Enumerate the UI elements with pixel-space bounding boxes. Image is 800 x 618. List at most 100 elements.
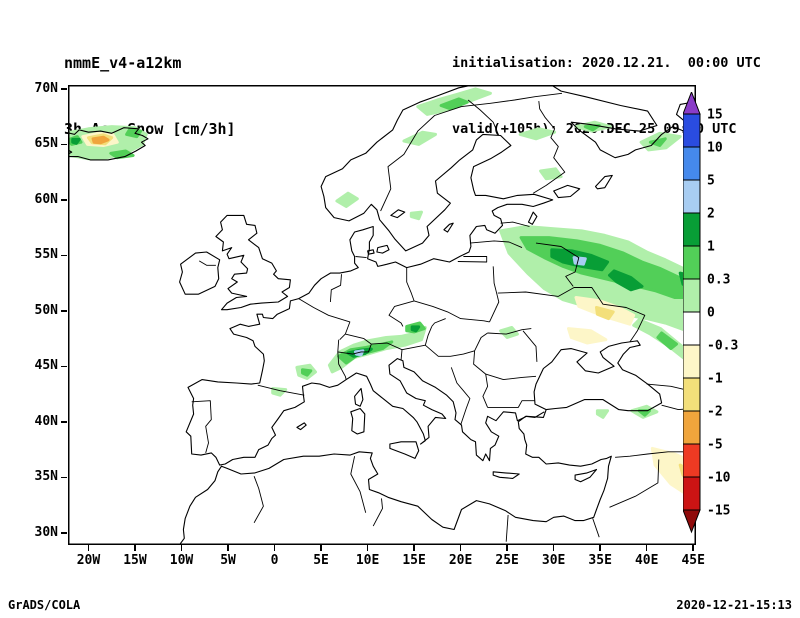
snow-region-south-norway-light (335, 191, 359, 208)
country-borders (191, 92, 696, 542)
grads-credit: GrADS/COLA (8, 598, 81, 612)
coastline (443, 222, 454, 233)
coastline (527, 211, 538, 225)
colorbar-label: -2 (707, 405, 723, 420)
coastline (215, 214, 291, 311)
country-border (406, 267, 415, 302)
snow-region-east-blue-speck (572, 256, 587, 266)
europe-map (68, 85, 696, 545)
lat-tick (61, 365, 67, 368)
country-border (431, 318, 446, 327)
colorbar-label: -5 (707, 438, 723, 453)
lon-tick (552, 545, 555, 551)
country-border (345, 333, 403, 360)
country-border (487, 400, 535, 408)
colorbar-label: 1 (707, 240, 715, 255)
snow-region-massif-central-mid (301, 368, 313, 377)
country-border (198, 260, 216, 266)
coastline (68, 127, 149, 161)
country-border (469, 240, 523, 249)
country-border (298, 298, 351, 341)
snow-region-ukraine-yellow (595, 306, 615, 321)
colorbar-segment (683, 113, 701, 148)
country-border (532, 101, 566, 194)
snow-region-anatolia-speck (595, 409, 610, 419)
lon-tick-label: 30E (541, 553, 566, 568)
colorbar-segment (683, 377, 701, 412)
colorbar: 15 10 5 2 1 0.3 0 -0.3 -1 -2 -5 -10 -15 (683, 92, 738, 534)
lon-tick-label: 10W (169, 553, 194, 568)
colorbar-label: 10 (707, 141, 723, 156)
snow-region-east-dark-2 (608, 269, 644, 292)
lon-tick (692, 545, 694, 551)
colorbar-label: -15 (707, 504, 730, 519)
colorbar-arrow-top (683, 92, 701, 115)
lon-tick-label: 10E (355, 553, 380, 568)
coastline (179, 251, 221, 295)
lat-tick-label: 45N (34, 358, 58, 374)
snow-region-karelia-speck (539, 167, 563, 181)
country-border (372, 498, 383, 527)
colorbar-segment (683, 245, 701, 280)
colorbar-segment (683, 278, 701, 313)
coastline (376, 244, 390, 254)
colorbar-arrow-bottom (683, 509, 701, 534)
lon-tick (506, 545, 508, 551)
lon-tick-label: 45E (681, 553, 705, 568)
snow-region-ukraine-cream-south (567, 327, 608, 345)
country-border (489, 266, 500, 323)
country-border (191, 400, 212, 454)
country-border (592, 518, 600, 538)
country-border (388, 300, 415, 327)
lon-tick-label: 5E (313, 553, 329, 568)
country-border (467, 99, 500, 136)
lat-tick-label: 70N (34, 80, 58, 96)
lat-tick (61, 143, 67, 146)
coastline (185, 85, 696, 466)
lat-tick (61, 532, 67, 534)
lat-tick (61, 310, 67, 312)
lon-tick-label: 15W (123, 553, 147, 568)
lat-tick (61, 254, 67, 257)
lon-tick (180, 545, 183, 551)
lon-tick (366, 545, 369, 551)
colorbar-segment (683, 146, 701, 181)
snow-region-iceland-orange (91, 135, 110, 145)
lat-tick-label: 40N (34, 413, 58, 429)
country-border (500, 221, 530, 227)
colorbar-label: -1 (707, 372, 723, 387)
country-border (425, 332, 488, 357)
colorbar-label: 2 (707, 207, 715, 222)
lat-tick (61, 476, 67, 479)
lon-tick-label: 0 (270, 553, 279, 568)
country-border (337, 343, 372, 355)
colorbar-label: -0.3 (707, 339, 738, 354)
snow-region-iceland-nw-dark (71, 137, 81, 145)
lat-tick (61, 88, 67, 90)
country-border (257, 384, 305, 396)
country-border (413, 300, 490, 323)
lon-tick (134, 545, 136, 551)
lat-tick-label: 30N (34, 524, 58, 540)
colorbar-label: 15 (707, 108, 723, 123)
snow-region-south-sweden-speck (409, 210, 423, 221)
country-border (350, 456, 367, 513)
coastline (296, 422, 307, 431)
snow-region-iceland-ne-mid (125, 128, 143, 139)
lon-tick (273, 545, 276, 551)
colorbar-label: -10 (707, 471, 731, 486)
colorbar-label: 0.3 (707, 273, 730, 288)
lon-tick (645, 545, 648, 551)
colorbar-segment (683, 410, 701, 445)
lon-tick (227, 545, 229, 551)
country-border (380, 92, 563, 212)
lon-tick-label: 20W (76, 553, 101, 568)
lon-tick (459, 545, 462, 551)
country-border (401, 326, 433, 351)
country-border (522, 330, 538, 362)
coastline (389, 441, 420, 459)
snow-region-finland-light (518, 127, 557, 141)
country-border (329, 274, 342, 303)
country-border (482, 374, 489, 408)
coastline (533, 340, 663, 412)
